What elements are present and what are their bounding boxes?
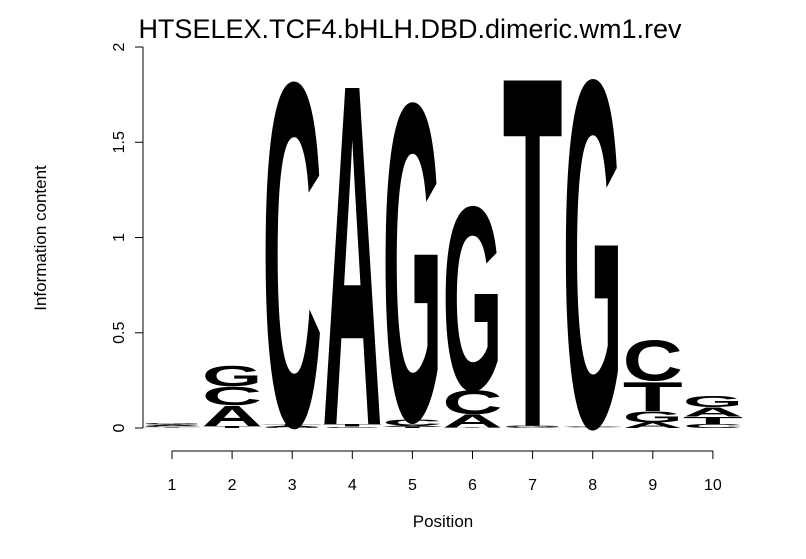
x-tick-label: 2 <box>228 477 237 494</box>
y-axis-label: Information content <box>31 165 50 311</box>
x-tick-label: 5 <box>408 477 417 494</box>
x-tick-label: 4 <box>348 477 357 494</box>
letter-a-pos-4: A <box>322 0 382 529</box>
letter-c-pos-2: C <box>202 382 262 411</box>
letter-t-pos-5: T <box>382 426 442 428</box>
x-tick-label: 8 <box>588 477 597 494</box>
letter-c-pos-9: C <box>623 329 683 394</box>
letter-c-pos-10: C <box>683 423 743 429</box>
letter-g-pos-5: G <box>382 10 442 518</box>
letter-g-pos-10: G <box>683 393 743 411</box>
y-ticks: 0 0.5 1 1.5 2 <box>111 42 143 432</box>
letter-c-pos-1: C <box>142 426 202 428</box>
letter-t-pos-8: T <box>563 426 623 427</box>
letter-a-pos-5: A <box>382 425 442 427</box>
letter-a-pos-10: A <box>683 405 743 420</box>
letter-a-pos-2: A <box>202 401 262 433</box>
y-axis: 0 0.5 1 1.5 2 <box>111 42 144 432</box>
letter-c-pos-7: C <box>503 427 563 428</box>
letter-g-pos-4: G <box>322 426 382 427</box>
letter-t-pos-1: T <box>142 427 202 428</box>
letter-a-pos-7: A <box>503 427 563 428</box>
letter-g-pos-7: G <box>503 425 563 427</box>
letter-g-pos-3: G <box>262 427 322 429</box>
x-axis: 1 2 3 4 5 6 7 8 9 10 <box>168 450 722 494</box>
x-tick-label: 7 <box>528 477 537 494</box>
chart-title: HTSELEX.TCF4.bHLH.DBD.dimeric.wm1.rev <box>138 14 682 44</box>
letter-g-pos-8: G <box>563 0 623 532</box>
letter-t-pos-7: T <box>503 0 563 533</box>
letter-c-pos-3: C <box>262 0 322 529</box>
letter-g-pos-9: G <box>623 408 683 426</box>
letter-a-pos-6: A <box>443 411 503 431</box>
x-tick-label: 1 <box>168 477 177 494</box>
letter-g-pos-6: G <box>443 153 503 446</box>
y-tick-label: 0 <box>111 423 128 432</box>
letter-c-pos-8: C <box>563 426 623 427</box>
letter-t-pos-10: T <box>683 415 743 427</box>
letter-c-pos-4: C <box>322 427 382 428</box>
x-axis-label: Position <box>413 512 473 531</box>
letter-t-pos-9: T <box>623 374 683 421</box>
x-tick-label: 9 <box>648 477 657 494</box>
letter-t-pos-6: T <box>443 427 503 428</box>
y-tick-label: 1.5 <box>111 131 128 153</box>
letter-a-pos-3: A <box>262 425 322 427</box>
letter-a-pos-9: A <box>623 421 683 430</box>
letter-c-pos-6: C <box>443 384 503 422</box>
y-tick-label: 1 <box>111 233 128 242</box>
y-tick-label: 0.5 <box>111 322 128 344</box>
letter-a-pos-1: A <box>142 424 202 426</box>
letter-c-pos-5: C <box>382 418 442 427</box>
letter-g-pos-1: G <box>142 423 202 425</box>
letter-g-pos-2: G <box>202 360 262 392</box>
letter-t-pos-3: T <box>262 424 322 426</box>
x-tick-label: 3 <box>288 477 297 494</box>
x-tick-label: 10 <box>704 477 722 494</box>
letter-a-pos-8: A <box>563 427 623 428</box>
x-tick-label: 6 <box>468 477 477 494</box>
letter-t-pos-4: T <box>322 424 382 428</box>
y-tick-label: 2 <box>111 42 128 51</box>
letter-t-pos-2: T <box>202 426 262 429</box>
x-ticks: 1 2 3 4 5 6 7 8 9 10 <box>168 451 722 494</box>
